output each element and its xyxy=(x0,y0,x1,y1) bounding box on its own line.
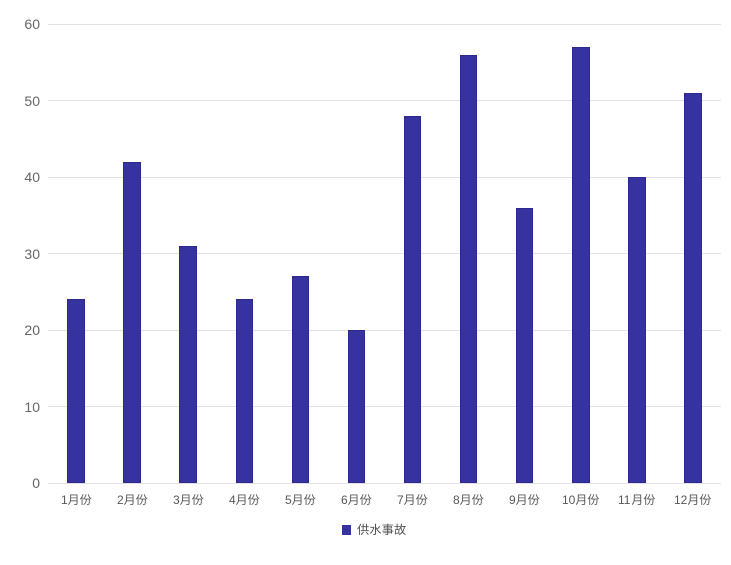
svg-text:8: 8 xyxy=(453,493,460,507)
svg-text:2: 2 xyxy=(117,493,124,507)
svg-text:1: 1 xyxy=(61,493,68,507)
svg-text:3: 3 xyxy=(173,493,180,507)
svg-text:9: 9 xyxy=(509,493,516,507)
svg-text:11: 11 xyxy=(618,493,631,507)
svg-text:12: 12 xyxy=(674,493,688,507)
svg-text:6: 6 xyxy=(341,493,348,507)
svg-text:7: 7 xyxy=(397,493,404,507)
svg-text:4: 4 xyxy=(229,493,236,507)
svg-text:10: 10 xyxy=(562,493,576,507)
svg-text:5: 5 xyxy=(285,493,292,507)
